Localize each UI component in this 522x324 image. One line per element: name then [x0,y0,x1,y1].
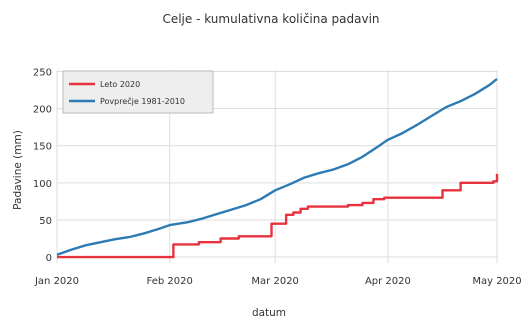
x-tick-label-2020-04-01: Apr 2020 [365,276,411,287]
x-tick-label-2020-01-01: Jan 2020 [34,276,79,287]
y-axis-label: Padavine (mm) [12,130,24,210]
x-tick-label-2020-03-01: Mar 2020 [251,276,299,287]
x-axis-ticks: Jan 2020 Feb 2020 Mar 2020 Apr 2020 May 2020 [34,276,522,287]
y-tick-label-250: 250 [33,67,52,78]
legend-box [62,70,214,114]
legend-label-povprecje: Povprečje 1981-2010 [100,96,185,106]
legend: Leto 2020 Povprečje 1981-2010 [62,70,214,114]
y-tick-label-50: 50 [39,216,52,227]
series-lines [56,77,499,259]
chart-title: Celje - kumulativna količina padavin [162,12,379,26]
y-tick-label-0: 0 [46,253,52,264]
x-tick-label-2020-05-01: May 2020 [472,276,521,287]
series-line-leto-2020 [57,173,499,259]
y-tick-label-150: 150 [33,142,52,153]
y-tick-label-100: 100 [33,179,52,190]
y-tick-label-200: 200 [33,105,52,116]
series-line-povpre-je-1981-2010 [56,77,498,256]
x-axis-label: datum [252,307,286,319]
x-tick-label-2020-02-01: Feb 2020 [147,276,193,287]
legend-label-leto-2020: Leto 2020 [100,80,140,89]
y-axis-ticks: 0 50 100 150 200 250 [33,67,52,264]
